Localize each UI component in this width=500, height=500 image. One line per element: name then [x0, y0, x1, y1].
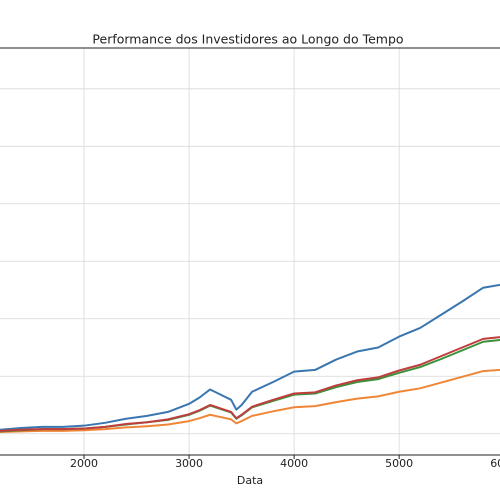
- x-tick-label: 4000: [280, 457, 308, 470]
- x-tick-label: 2000: [70, 457, 98, 470]
- series-line: [0, 283, 500, 431]
- x-tick-label: 3000: [175, 457, 203, 470]
- x-tick-label: 5000: [385, 457, 413, 470]
- series-line: [0, 336, 500, 432]
- x-axis-label: Data: [237, 474, 263, 487]
- x-tick-label: 6000: [490, 457, 500, 470]
- chart-title: Performance dos Investidores ao Longo do…: [92, 32, 403, 47]
- series-line: [0, 368, 500, 434]
